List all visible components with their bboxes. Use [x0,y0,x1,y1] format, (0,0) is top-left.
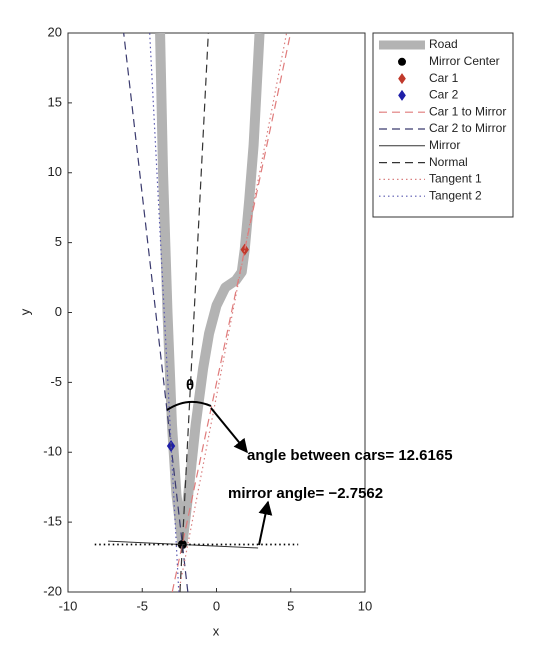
series-line [108,540,259,549]
series-line [155,33,265,550]
x-axis-label: x [213,623,220,638]
y-tick-label: 5 [55,234,62,249]
plot-layer [94,33,299,592]
marker [398,57,406,66]
theta-arc [166,400,212,411]
series-line [149,33,180,592]
series-line [178,33,288,592]
marker [240,243,249,256]
y-tick-label: 10 [48,164,62,179]
annotation: mirror angle= −2.7562 [228,485,383,502]
y-tick-label: 20 [48,24,62,39]
x-tick-label: 10 [358,598,372,613]
annotation: angle between cars= 12.6165 [247,447,453,464]
y-tick-label: -10 [43,444,62,459]
series-line [179,33,209,592]
series-line [123,33,189,592]
legend-text: Tangent 2 [429,188,482,202]
legend-text: Road [429,37,458,51]
x-tick-label: 0 [213,598,220,613]
y-tick-label: -20 [43,583,62,598]
legend-text: Mirror Center [429,54,500,68]
legend-text: Mirror [429,138,460,152]
y-axis-label: y [17,308,32,315]
legend-box [372,32,514,218]
y-tick-label: 15 [48,94,62,109]
legend-text: Car 1 to Mirror [429,104,506,118]
x-tick-label: -5 [136,598,148,613]
y-tick-label: -15 [43,514,62,529]
series-line [171,33,292,592]
arrow [258,500,273,546]
legend-text: Car 2 to Mirror [429,121,506,135]
legend-text: Car 1 [429,71,459,85]
marker [398,89,406,101]
y-tick-label: 0 [55,304,62,319]
y-tick-label: -5 [50,374,62,389]
arrow [210,407,248,454]
marker [398,73,406,85]
legend-text: Car 2 [429,88,459,102]
theta-label: θ [186,377,194,394]
x-tick-label: 5 [287,598,294,613]
legend-text: Normal [429,155,468,169]
x-tick-label: -10 [59,598,78,613]
legend-text: Tangent 1 [429,172,482,186]
